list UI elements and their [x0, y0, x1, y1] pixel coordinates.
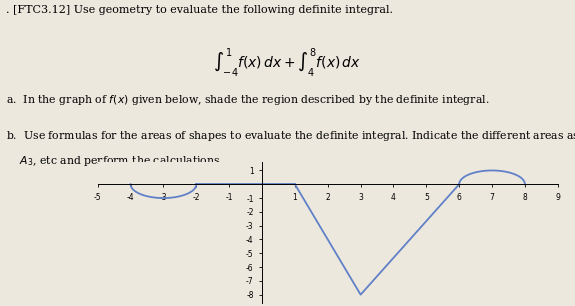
Text: $\int_{-4}^{1} f(x)\,dx + \int_{4}^{8} f(x)\,dx$: $\int_{-4}^{1} f(x)\,dx + \int_{4}^{8} f… — [213, 46, 362, 79]
Text: a.  In the graph of $f(x)$ given below, shade the region described by the defini: a. In the graph of $f(x)$ given below, s… — [6, 92, 489, 106]
Text: . [FTC3.12] Use geometry to evaluate the following definite integral.: . [FTC3.12] Use geometry to evaluate the… — [6, 5, 393, 15]
Text: $A_3$, etc and perform the calculations.: $A_3$, etc and perform the calculations. — [6, 154, 223, 168]
Text: b.  Use formulas for the areas of shapes to evaluate the definite integral. Indi: b. Use formulas for the areas of shapes … — [6, 129, 575, 143]
